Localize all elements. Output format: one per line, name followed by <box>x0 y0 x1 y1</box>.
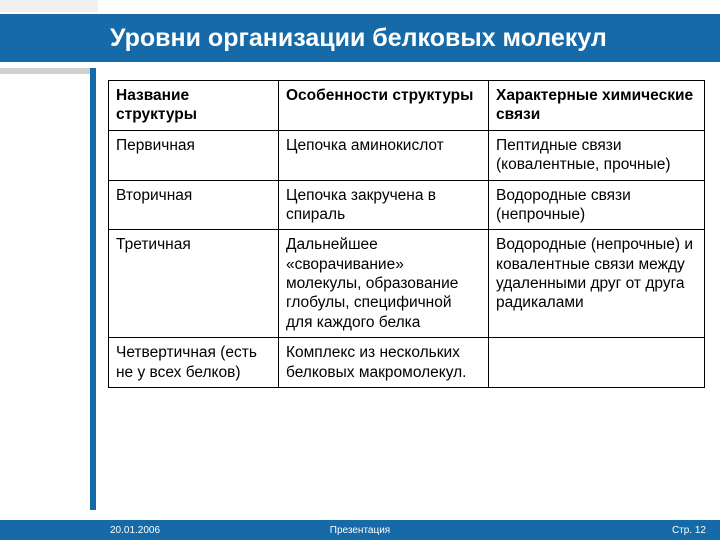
cell: Четвертичная (есть не у всех белков) <box>109 338 279 388</box>
cell: Пептидные связи (ковалентные, прочные) <box>489 130 705 180</box>
structure-table: Название структуры Особенности структуры… <box>108 80 705 388</box>
col-header: Характерные химические связи <box>489 81 705 131</box>
table-row: Вторичная Цепочка закручена в спираль Во… <box>109 180 705 230</box>
content-area: Название структуры Особенности структуры… <box>108 80 704 388</box>
table-row: Четвертичная (есть не у всех белков) Ком… <box>109 338 705 388</box>
footer-date: 20.01.2006 <box>110 525 160 536</box>
corner-decoration <box>0 0 98 12</box>
footer-label: Презентация <box>330 525 390 536</box>
slide-title: Уровни организации белковых молекул <box>110 24 607 53</box>
cell <box>489 338 705 388</box>
table-row: Первичная Цепочка аминокислот Пептидные … <box>109 130 705 180</box>
slide: Уровни организации белковых молекул Назв… <box>0 0 720 540</box>
cell: Цепочка аминокислот <box>279 130 489 180</box>
footer-page: Стр. 12 <box>672 525 706 536</box>
table-row: Третичная Дальнейшее «сворачивание» моле… <box>109 230 705 338</box>
cell: Водородные связи (непрочные) <box>489 180 705 230</box>
side-blue-strip <box>90 68 96 510</box>
cell: Водородные (непрочные) и ковалентные свя… <box>489 230 705 338</box>
cell: Комплекс из нескольких белковых макромол… <box>279 338 489 388</box>
footer-bar: 20.01.2006 Презентация Стр. 12 <box>0 520 720 540</box>
col-header: Название структуры <box>109 81 279 131</box>
cell: Первичная <box>109 130 279 180</box>
col-header: Особенности структуры <box>279 81 489 131</box>
title-bar: Уровни организации белковых молекул <box>0 14 720 62</box>
table-header-row: Название структуры Особенности структуры… <box>109 81 705 131</box>
cell: Цепочка закручена в спираль <box>279 180 489 230</box>
top-gray-strip <box>0 68 96 74</box>
cell: Вторичная <box>109 180 279 230</box>
cell: Дальнейшее «сворачивание» молекулы, обра… <box>279 230 489 338</box>
cell: Третичная <box>109 230 279 338</box>
